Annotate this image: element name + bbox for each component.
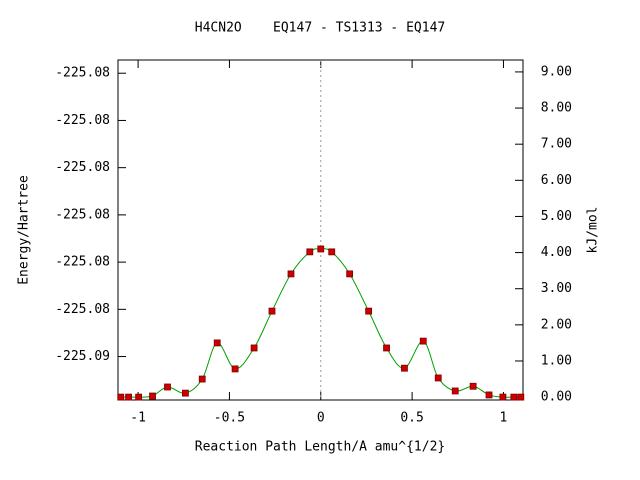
point-marker bbox=[383, 344, 390, 352]
x-tick-label: -0.5 bbox=[214, 411, 245, 426]
point-marker bbox=[485, 391, 493, 399]
x-tick-label: -1 bbox=[130, 411, 146, 426]
y2-axis-label: kJ/mol bbox=[586, 207, 601, 254]
y2-tick-label: 2.00 bbox=[541, 317, 572, 332]
y2-tick-label: 9.00 bbox=[541, 64, 572, 79]
y-tick-label: -225.08 bbox=[55, 160, 110, 175]
point-marker bbox=[213, 339, 221, 347]
point-marker bbox=[182, 389, 189, 397]
y2-tick-label: 1.00 bbox=[541, 353, 572, 368]
point-marker bbox=[434, 374, 442, 382]
y-tick-label: -225.08 bbox=[55, 302, 110, 317]
x-tick-label: 0.5 bbox=[400, 411, 423, 426]
point-marker bbox=[469, 382, 477, 390]
point-marker bbox=[117, 393, 125, 401]
point-marker bbox=[401, 364, 408, 372]
point-marker bbox=[164, 383, 171, 391]
point-marker bbox=[268, 307, 276, 315]
y-tick-label: -225.08 bbox=[55, 66, 110, 81]
y2-tick-label: 3.00 bbox=[541, 281, 572, 296]
point-marker bbox=[346, 270, 354, 278]
x-tick-label: 0 bbox=[317, 411, 325, 426]
point-marker bbox=[328, 248, 336, 256]
point-marker bbox=[231, 365, 239, 373]
x-axis-label: Reaction Path Length/A amu^{1/2} bbox=[195, 440, 445, 455]
point-marker bbox=[125, 393, 132, 401]
y-tick-label: -225.09 bbox=[55, 349, 110, 364]
point-marker bbox=[287, 270, 295, 278]
point-marker bbox=[517, 393, 525, 401]
chart-title: H4CN2O EQ147 - TS1313 - EQ147 bbox=[195, 21, 445, 36]
y-axis-label: Energy/Hartree bbox=[17, 175, 32, 285]
point-marker bbox=[198, 375, 206, 383]
point-marker bbox=[451, 387, 459, 395]
y2-tick-label: 0.00 bbox=[541, 390, 572, 405]
point-marker bbox=[250, 344, 258, 352]
point-marker bbox=[149, 392, 156, 400]
point-marker bbox=[317, 245, 325, 253]
y-tick-label: -225.08 bbox=[55, 255, 110, 270]
x-tick-label: 1 bbox=[500, 411, 508, 426]
point-marker bbox=[306, 248, 314, 256]
point-marker bbox=[510, 393, 518, 401]
y2-tick-label: 7.00 bbox=[541, 137, 572, 152]
point-marker bbox=[135, 393, 143, 401]
y-tick-label: -225.08 bbox=[55, 113, 110, 128]
point-marker bbox=[499, 393, 507, 401]
point-marker bbox=[419, 337, 427, 345]
y2-tick-label: 8.00 bbox=[541, 101, 572, 116]
y2-tick-label: 5.00 bbox=[541, 209, 572, 224]
y2-tick-label: 6.00 bbox=[541, 173, 572, 188]
y2-tick-label: 4.00 bbox=[541, 245, 572, 260]
point-marker bbox=[365, 307, 373, 315]
y-tick-label: -225.08 bbox=[55, 207, 110, 222]
